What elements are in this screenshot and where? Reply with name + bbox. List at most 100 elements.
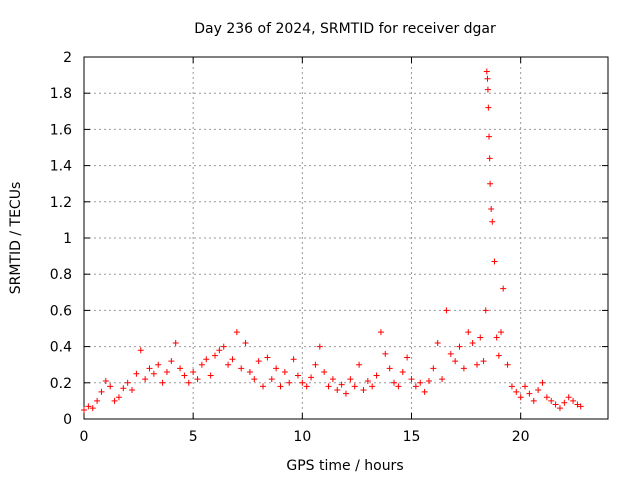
data-point: [150, 370, 157, 377]
data-point: [89, 405, 96, 412]
data-point: [321, 368, 328, 375]
data-point: [303, 383, 310, 390]
data-point: [535, 387, 542, 394]
data-point: [548, 397, 555, 404]
data-point: [268, 376, 275, 383]
y-tick-label: 1.2: [50, 195, 72, 211]
data-point: [251, 376, 258, 383]
data-point: [115, 394, 122, 401]
data-point: [495, 352, 502, 359]
data-point: [168, 358, 175, 365]
y-tick-label: 1: [63, 231, 72, 247]
data-point: [216, 347, 223, 354]
y-tick-label: 1.6: [50, 122, 72, 138]
data-point: [500, 285, 507, 292]
data-point: [133, 370, 140, 377]
data-point: [343, 390, 349, 397]
chart-title: Day 236 of 2024, SRMTID for receiver dga…: [194, 21, 496, 37]
data-point: [120, 385, 127, 392]
data-point: [498, 329, 505, 336]
data-point: [404, 354, 411, 361]
data-point: [338, 381, 345, 388]
data-point: [356, 361, 363, 368]
data-point: [347, 376, 354, 383]
data-point: [325, 383, 332, 390]
data-point: [312, 361, 319, 368]
data-point: [399, 368, 406, 375]
data-point: [386, 365, 393, 372]
data-point: [194, 376, 201, 383]
data-point: [408, 376, 415, 383]
data-point: [517, 394, 524, 401]
data-point: [412, 383, 419, 390]
data-point: [212, 352, 218, 359]
data-point: [299, 379, 306, 386]
data-point: [561, 399, 568, 406]
data-point: [81, 406, 87, 413]
data-points: [81, 68, 584, 413]
data-point: [565, 394, 572, 401]
data-point: [198, 361, 205, 368]
data-point: [460, 365, 467, 372]
data-point: [552, 401, 559, 408]
data-point: [577, 403, 584, 410]
data-point: [129, 387, 136, 394]
data-point: [242, 339, 249, 346]
data-point: [574, 401, 581, 408]
data-point: [382, 350, 389, 357]
data-point: [281, 368, 288, 375]
data-point: [142, 376, 149, 383]
y-tick-label: 0: [63, 412, 72, 428]
data-point: [483, 68, 490, 75]
y-tick-label: 1.4: [50, 159, 72, 175]
data-point: [190, 368, 197, 375]
data-point: [421, 388, 428, 395]
data-point: [102, 377, 109, 384]
data-point: [373, 372, 380, 379]
data-point: [543, 394, 550, 401]
data-point: [439, 376, 446, 383]
data-point: [124, 379, 131, 386]
data-point: [207, 372, 214, 379]
data-point: [480, 358, 487, 365]
data-point: [452, 358, 459, 365]
data-point: [177, 365, 184, 372]
data-point: [181, 372, 188, 379]
y-tick-label: 2: [63, 50, 72, 66]
data-point: [493, 334, 500, 341]
data-point: [351, 383, 358, 390]
x-tick-label: 5: [189, 429, 198, 445]
data-point: [474, 361, 480, 368]
data-point: [477, 334, 484, 341]
y-tick-label: 0.6: [50, 303, 72, 319]
data-point: [484, 86, 491, 93]
data-point: [137, 347, 144, 354]
data-point: [491, 258, 498, 265]
data-point: [146, 365, 153, 372]
data-point: [294, 372, 301, 379]
data-point: [395, 383, 402, 390]
data-point: [290, 356, 297, 363]
data-point: [163, 368, 170, 375]
data-point: [246, 368, 253, 375]
y-tick-label: 1.8: [50, 86, 72, 102]
y-tick-label: 0.8: [50, 267, 72, 283]
data-point: [225, 361, 232, 368]
data-point: [185, 379, 192, 386]
data-point: [522, 383, 529, 390]
data-point: [220, 343, 227, 350]
data-point: [469, 339, 476, 346]
data-point: [508, 383, 515, 390]
data-point: [484, 75, 491, 82]
data-point: [329, 376, 336, 383]
data-point: [504, 361, 511, 368]
y-tick-label: 0.2: [50, 376, 72, 392]
data-point: [111, 397, 118, 404]
data-point: [425, 377, 432, 384]
x-tick-label: 15: [403, 429, 421, 445]
data-point: [377, 329, 384, 336]
data-point: [334, 387, 341, 394]
data-point: [513, 388, 520, 395]
data-point: [570, 397, 577, 404]
